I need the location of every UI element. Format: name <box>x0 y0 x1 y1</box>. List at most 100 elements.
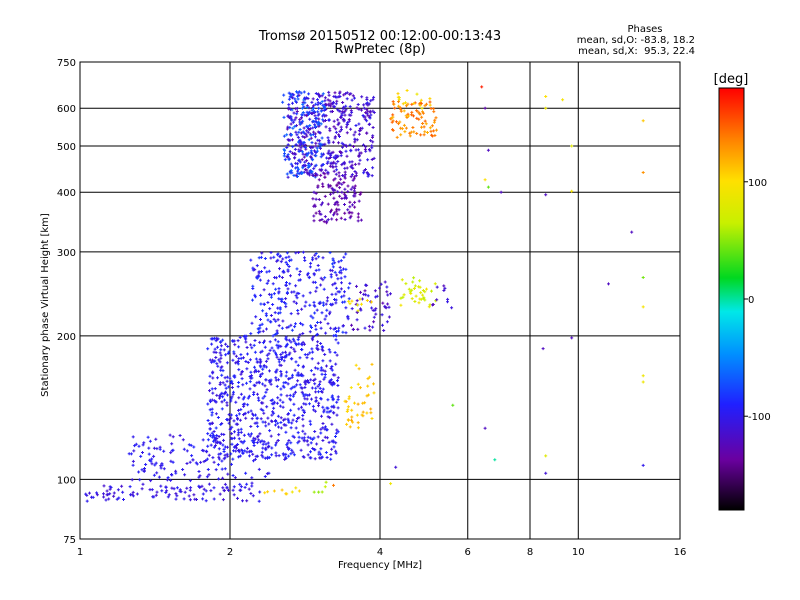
data-point <box>302 170 306 174</box>
data-point <box>336 160 340 163</box>
data-point <box>397 98 401 102</box>
data-point <box>276 340 280 344</box>
data-point <box>319 169 323 173</box>
data-point <box>274 419 278 422</box>
data-point <box>268 369 271 373</box>
data-point <box>314 191 318 195</box>
data-point <box>318 131 322 135</box>
data-point <box>221 338 225 342</box>
data-point <box>285 343 289 347</box>
data-point <box>190 454 194 458</box>
data-point <box>205 450 209 454</box>
data-point <box>253 370 257 374</box>
data-point <box>327 102 331 106</box>
data-point <box>321 118 325 122</box>
data-point <box>182 497 186 501</box>
data-point <box>291 126 295 130</box>
data-point <box>347 395 351 399</box>
data-point <box>365 119 369 123</box>
data-point <box>283 457 287 461</box>
data-point <box>411 126 415 129</box>
data-point <box>259 350 263 354</box>
data-point <box>561 98 565 102</box>
data-point <box>311 280 315 284</box>
data-point <box>85 499 89 503</box>
data-point <box>261 367 265 371</box>
data-point <box>348 200 352 204</box>
data-point <box>273 311 277 315</box>
data-point <box>332 382 336 386</box>
data-point <box>290 328 294 332</box>
data-point <box>254 368 258 372</box>
data-point <box>317 121 321 125</box>
data-point <box>320 414 323 418</box>
data-point <box>332 178 336 182</box>
data-point <box>324 314 328 318</box>
data-point <box>258 278 262 282</box>
data-point <box>351 178 355 182</box>
data-point <box>236 362 240 366</box>
data-point <box>329 110 333 114</box>
data-point <box>308 170 312 174</box>
data-point <box>364 111 368 115</box>
data-point <box>268 379 272 383</box>
data-point <box>367 102 371 106</box>
data-point <box>247 487 251 491</box>
data-point <box>394 465 398 469</box>
data-point <box>258 330 262 334</box>
data-point <box>223 467 227 471</box>
data-point <box>344 92 348 96</box>
data-point <box>370 417 374 420</box>
data-point <box>305 168 309 172</box>
data-point <box>432 129 436 133</box>
data-point <box>206 402 210 406</box>
data-point <box>250 417 254 421</box>
data-point <box>223 398 226 402</box>
data-point <box>357 367 361 371</box>
data-point <box>215 441 219 445</box>
data-point <box>335 212 339 216</box>
data-point <box>301 323 305 327</box>
data-point <box>324 168 328 172</box>
data-point <box>300 158 304 162</box>
y-tick-label: 600 <box>57 104 76 115</box>
data-point <box>284 374 288 378</box>
data-point <box>206 432 210 436</box>
data-point <box>227 488 230 492</box>
data-point <box>266 416 270 420</box>
data-point <box>258 361 262 365</box>
data-point <box>212 430 216 433</box>
data-point <box>229 381 233 384</box>
data-point <box>319 326 323 330</box>
data-point <box>281 351 285 355</box>
data-point <box>238 335 242 339</box>
data-point <box>417 301 421 305</box>
data-point <box>320 345 324 349</box>
data-point <box>157 475 161 479</box>
data-point <box>331 101 335 105</box>
data-point <box>231 457 235 461</box>
y-tick-label: 100 <box>57 475 76 486</box>
x-tick-label: 4 <box>377 547 383 558</box>
data-point <box>299 91 303 95</box>
data-point <box>310 100 314 104</box>
data-point <box>220 391 224 395</box>
data-point <box>222 489 226 493</box>
data-point <box>214 468 218 472</box>
data-point <box>248 358 252 362</box>
data-point <box>265 270 269 274</box>
data-point <box>331 265 335 269</box>
data-point <box>289 357 293 361</box>
data-point <box>243 485 247 489</box>
data-point <box>309 136 313 140</box>
data-point <box>336 379 339 383</box>
data-point <box>321 439 325 442</box>
data-point <box>244 416 248 420</box>
data-point <box>219 353 223 357</box>
data-point <box>120 484 124 488</box>
data-point <box>165 478 169 482</box>
data-point <box>356 212 360 216</box>
data-point <box>301 119 305 123</box>
data-point <box>317 450 321 454</box>
data-point <box>319 342 323 345</box>
